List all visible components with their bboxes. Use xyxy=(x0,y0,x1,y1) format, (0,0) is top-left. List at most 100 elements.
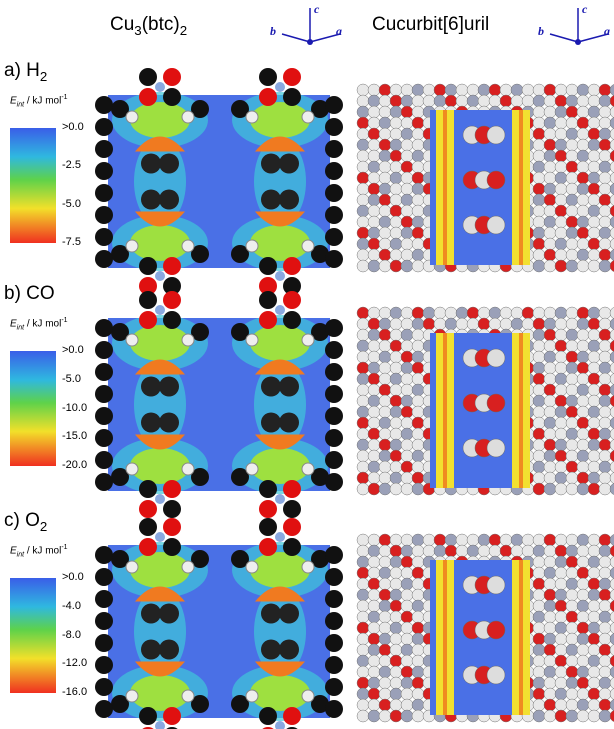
atom xyxy=(433,533,447,547)
atom xyxy=(543,676,557,690)
atom xyxy=(598,394,612,408)
atom xyxy=(411,328,425,342)
atom xyxy=(554,394,568,408)
atom xyxy=(543,482,557,496)
atom xyxy=(598,599,612,613)
atom xyxy=(325,162,343,180)
text-part: E xyxy=(10,545,17,557)
atom xyxy=(301,110,315,124)
atom xyxy=(389,632,403,646)
atom xyxy=(356,372,370,386)
atom xyxy=(389,610,403,624)
atom xyxy=(95,96,113,114)
atom xyxy=(576,171,590,185)
atom xyxy=(565,687,579,701)
atom xyxy=(367,405,381,419)
atom xyxy=(609,710,614,722)
atom xyxy=(389,566,403,580)
atom xyxy=(576,105,590,119)
atom xyxy=(378,317,392,331)
atom xyxy=(532,160,546,174)
atom xyxy=(400,654,414,668)
atom xyxy=(159,376,179,397)
atom xyxy=(576,361,590,375)
atom xyxy=(141,376,161,397)
atom xyxy=(400,138,414,152)
atom xyxy=(389,237,403,251)
atom xyxy=(95,228,113,246)
atom xyxy=(411,171,425,185)
atom xyxy=(231,468,249,486)
atom xyxy=(367,544,381,558)
atom xyxy=(576,237,590,251)
halo xyxy=(130,448,190,484)
atom xyxy=(325,140,343,158)
atom xyxy=(532,105,546,119)
atom xyxy=(598,83,612,97)
atom xyxy=(565,709,579,723)
atom xyxy=(554,676,568,690)
atom xyxy=(576,427,590,441)
atom xyxy=(378,665,392,679)
atom xyxy=(532,632,546,646)
colorbar-tick: -20.0 xyxy=(62,459,88,471)
atom xyxy=(95,118,113,136)
atom xyxy=(554,160,568,174)
atom xyxy=(576,339,590,353)
atom xyxy=(378,643,392,657)
atom xyxy=(486,348,506,368)
atom xyxy=(378,471,392,485)
atom xyxy=(576,116,590,130)
atom xyxy=(378,698,392,712)
atom xyxy=(554,533,568,547)
atom xyxy=(609,688,614,700)
atom xyxy=(367,127,381,141)
atom xyxy=(367,138,381,152)
atom xyxy=(283,480,301,498)
atom xyxy=(411,654,425,668)
atom xyxy=(378,709,392,723)
atom xyxy=(587,94,601,108)
atom xyxy=(356,643,370,657)
atom xyxy=(532,372,546,386)
atom xyxy=(587,328,601,342)
halo xyxy=(250,325,310,361)
atom xyxy=(499,306,513,320)
atom xyxy=(532,709,546,723)
atom xyxy=(587,665,601,679)
atom xyxy=(422,306,436,320)
atom xyxy=(554,544,568,558)
atom xyxy=(191,100,209,118)
atom xyxy=(532,533,546,547)
atom xyxy=(532,665,546,679)
atom xyxy=(400,676,414,690)
atom xyxy=(587,83,601,97)
atom xyxy=(155,494,165,504)
atom xyxy=(181,110,195,124)
atom xyxy=(325,546,343,564)
atom xyxy=(356,83,370,97)
atom xyxy=(587,372,601,386)
atom xyxy=(565,643,579,657)
atom xyxy=(433,306,447,320)
atom xyxy=(378,350,392,364)
atom xyxy=(609,161,614,173)
atom xyxy=(400,438,414,452)
atom xyxy=(565,416,579,430)
atom xyxy=(378,105,392,119)
atom xyxy=(400,610,414,624)
atom xyxy=(389,665,403,679)
atom xyxy=(609,644,614,656)
atom xyxy=(389,193,403,207)
atom xyxy=(488,306,502,320)
atom xyxy=(543,116,557,130)
atom xyxy=(279,153,299,174)
atom xyxy=(356,555,370,569)
atom xyxy=(411,555,425,569)
atom xyxy=(95,184,113,202)
halo xyxy=(250,552,310,588)
atom xyxy=(356,621,370,635)
atom xyxy=(367,460,381,474)
atom xyxy=(356,339,370,353)
atom xyxy=(576,149,590,163)
